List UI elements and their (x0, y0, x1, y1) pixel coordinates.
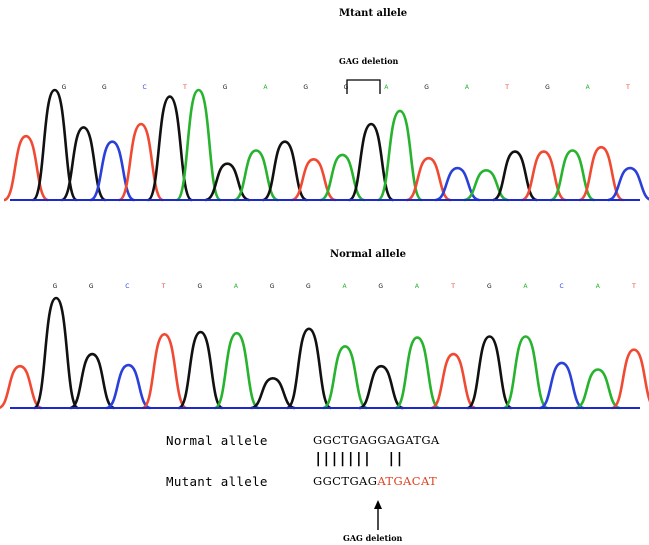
trace-peak (175, 88, 222, 202)
base-call: A (415, 283, 420, 290)
base-call: T (631, 283, 636, 290)
base-call: G (53, 283, 58, 290)
base-call: A (523, 283, 528, 290)
base-call: A (596, 283, 601, 290)
base-call: A (586, 84, 591, 91)
base-call: A (234, 283, 239, 290)
deletion-bracket (346, 79, 381, 94)
base-call: T (161, 283, 166, 290)
trace-peak (394, 336, 440, 410)
trace-peak (250, 377, 296, 410)
base-call: G (197, 283, 202, 290)
base-call: A (342, 283, 347, 290)
base-call: T (182, 84, 187, 91)
base-call: A (384, 84, 389, 91)
mutant-allele-sequence: GGCTGAGATGACAT (313, 474, 437, 488)
trace-peak (492, 150, 538, 202)
trace-peak (521, 150, 567, 202)
trace-peak (214, 331, 260, 410)
normal-panel-title: Normal allele (330, 249, 407, 260)
base-call: G (89, 283, 94, 290)
trace-peak (141, 333, 188, 410)
trace-peak (177, 330, 224, 410)
mutant-trace (3, 88, 649, 202)
base-call: G (306, 283, 311, 290)
base-call: G (62, 84, 67, 91)
trace-peak (607, 166, 649, 202)
base-call: G (102, 84, 107, 91)
deletion-arrow-label: GAG deletion (343, 533, 403, 543)
base-call: C (142, 84, 146, 91)
deletion-arrow (374, 500, 382, 530)
base-call: T (450, 283, 455, 290)
trace-peak (578, 145, 624, 202)
base-call: G (223, 84, 228, 91)
trace-peak (31, 88, 79, 202)
base-call: G (487, 283, 492, 290)
alignment-match-bars: ||||||| || (314, 451, 404, 467)
mutant-sequence-conserved: GGCTGAG (313, 474, 378, 488)
mutant-panel-title: Mtant allele (339, 8, 408, 19)
trace-peak (502, 335, 549, 410)
trace-peak (611, 348, 649, 410)
base-call: G (424, 84, 429, 91)
trace-peak (358, 364, 404, 410)
deletion-bracket-label: GAG deletion (339, 56, 399, 66)
trace-peak (549, 149, 596, 202)
base-call: A (465, 84, 470, 91)
trace-peak (466, 335, 513, 410)
trace-peak (322, 345, 368, 410)
trace-peak (348, 122, 394, 202)
base-call: T (625, 84, 630, 91)
base-call: A (263, 84, 268, 91)
trace-peak (262, 140, 308, 202)
base-call: G (270, 283, 275, 290)
base-call: C (559, 283, 563, 290)
base-call: G (303, 84, 308, 91)
base-call: C (125, 283, 129, 290)
trace-peak (377, 109, 423, 202)
trace-peak (539, 361, 585, 410)
trace-peak (69, 352, 115, 410)
base-call: T (504, 84, 509, 91)
trace-peak (286, 327, 332, 410)
trace-peak (32, 296, 80, 410)
normal-allele-label: Normal allele (166, 433, 268, 448)
trace-peak (233, 149, 279, 202)
trace-peak (0, 364, 43, 410)
trace-peak (575, 368, 621, 410)
trace-peak (147, 95, 193, 202)
base-call: G (545, 84, 550, 91)
mutant-allele-label: Mutant allele (166, 474, 268, 489)
normal-allele-sequence: GGCTGAGGAGATGA (313, 433, 440, 447)
normal-trace (0, 296, 649, 410)
trace-peak (105, 363, 151, 410)
base-call: G (378, 283, 383, 290)
trace-peak (430, 352, 476, 410)
mutant-sequence-shifted: ATGACAT (377, 474, 438, 488)
base-call: G (344, 84, 349, 91)
